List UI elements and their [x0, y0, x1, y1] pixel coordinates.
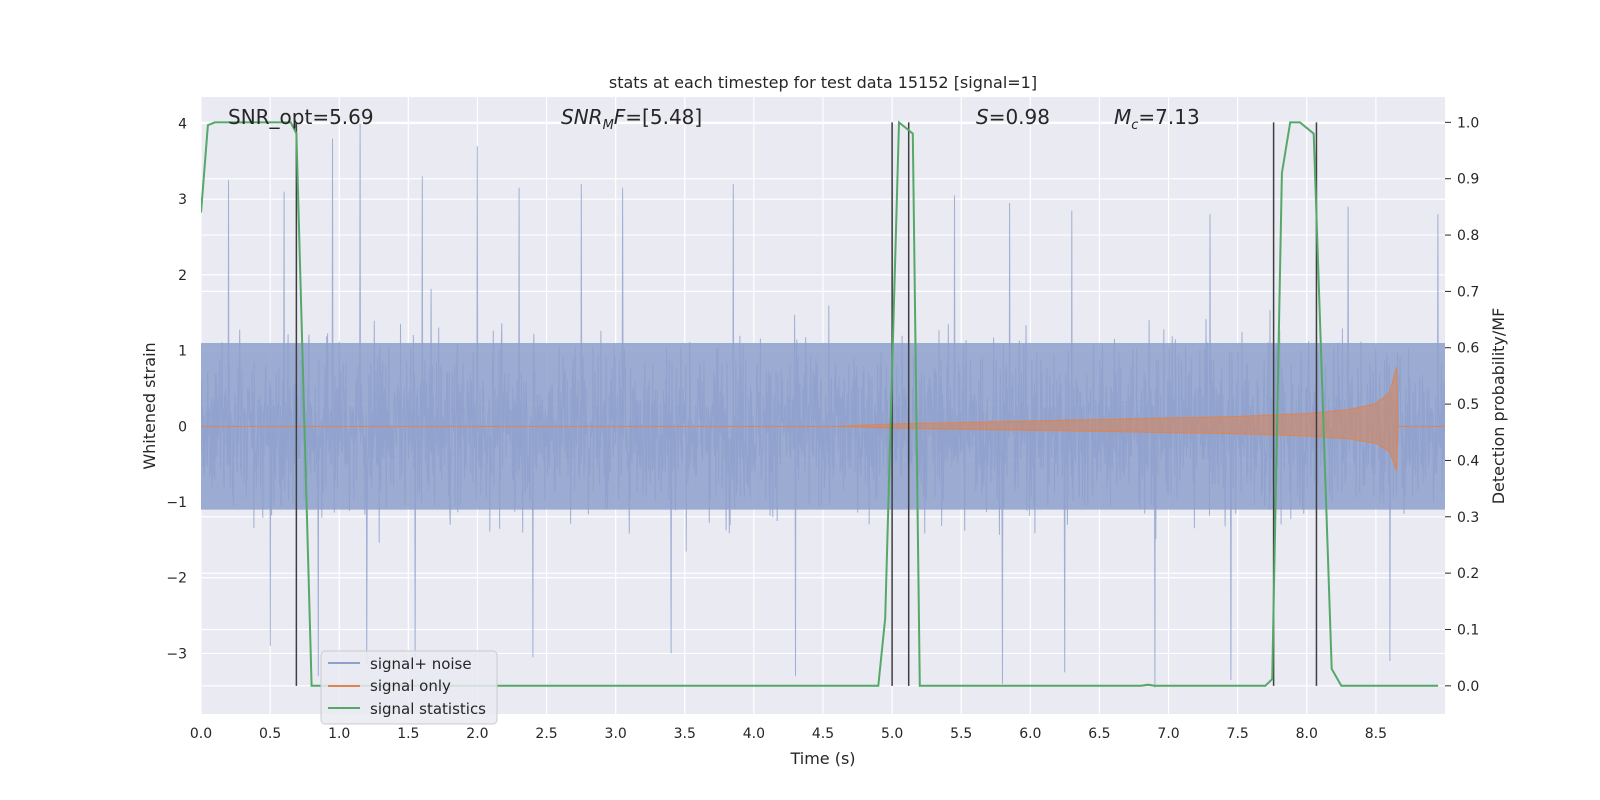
y-left-tick-label-0: −3: [166, 646, 187, 662]
chart-title: stats at each timestep for test data 151…: [609, 73, 1037, 92]
y-left-tick-label-5: 2: [178, 268, 187, 284]
y-right-tick-label-4: 0.4: [1457, 453, 1479, 469]
x-tick-label-13: 6.5: [1088, 726, 1110, 742]
legend-box: [320, 650, 498, 725]
y-axis-label-right: Detection probability/MF: [1489, 308, 1508, 505]
x-tick-label-14: 7.0: [1157, 726, 1179, 742]
y-axis-label-left: Whitened strain: [140, 342, 159, 469]
x-tick-label-0: 0.0: [190, 726, 212, 742]
x-tick-label-7: 3.5: [674, 726, 696, 742]
x-tick-label-6: 3.0: [605, 726, 627, 742]
x-tick-label-15: 7.5: [1227, 726, 1249, 742]
x-tick-label-5: 2.5: [535, 726, 557, 742]
series-signal-only: [201, 367, 1445, 471]
y-right-tick-label-2: 0.2: [1457, 566, 1479, 582]
x-tick-label-1: 0.5: [259, 726, 281, 742]
annotation-s: S=0.98: [976, 105, 1050, 129]
y-right-tick-label-0: 0.0: [1457, 679, 1479, 695]
x-axis-label: Time (s): [789, 749, 855, 768]
x-tick-label-10: 5.0: [881, 726, 903, 742]
annotation-snr-opt: SNR_opt=5.69: [228, 105, 374, 129]
annotation-mc: Mc=7.13: [1114, 105, 1200, 133]
series-signal-statistics: [201, 120, 1439, 687]
x-tick-label-16: 8.0: [1296, 726, 1318, 742]
legend-label-signal-noise: signal+ noise: [370, 655, 472, 673]
legend: signal+ noise signal only signal statist…: [320, 650, 498, 725]
y-left-tick-label-7: 4: [178, 116, 187, 132]
y-left-tick-label-4: 1: [178, 344, 187, 360]
annotation-snr-mf: SNRMF=[5.48]: [561, 105, 702, 133]
y-right-tick-label-3: 0.3: [1457, 510, 1479, 526]
y-right-tick-label-10: 1.0: [1457, 115, 1479, 131]
x-tick-label-12: 6.0: [1019, 726, 1041, 742]
legend-label-signal-only: signal only: [370, 677, 451, 695]
y-left-tick-label-1: −2: [166, 571, 187, 587]
x-tick-label-4: 2.0: [466, 726, 488, 742]
y-left-tick-label-2: −1: [166, 495, 187, 511]
y-right-tick-label-8: 0.8: [1457, 228, 1479, 244]
x-tick-label-3: 1.5: [397, 726, 419, 742]
y-right-tick-label-6: 0.6: [1457, 341, 1479, 357]
legend-label-signal-statistics: signal statistics: [370, 700, 486, 718]
y-right-tick-label-9: 0.9: [1457, 172, 1479, 188]
x-tick-label-11: 5.5: [950, 726, 972, 742]
y-right-tick-label-7: 0.7: [1457, 284, 1479, 300]
x-tick-label-9: 4.5: [812, 726, 834, 742]
x-tick-label-8: 4.0: [743, 726, 765, 742]
axis-ticks: 0.0 0.5 1.0 1.5 2.0 2.5 3.0 3.5 4.0 4.5 5.0 5.5 6.0 6…: [166, 115, 1479, 742]
x-tick-label-2: 1.0: [328, 726, 350, 742]
y-right-tick-label-1: 0.1: [1457, 622, 1479, 638]
y-left-tick-label-3: 0: [178, 419, 187, 435]
x-tick-label-17: 8.5: [1365, 726, 1387, 742]
y-left-tick-label-6: 3: [178, 192, 187, 208]
y-right-tick-label-5: 0.5: [1457, 397, 1479, 413]
